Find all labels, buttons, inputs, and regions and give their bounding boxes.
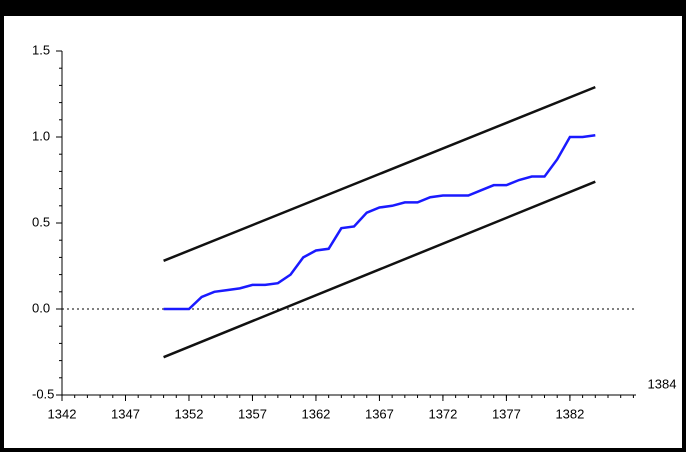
frame bbox=[0, 12, 686, 452]
x-tick-label: 1357 bbox=[238, 406, 267, 421]
x-tick-label: 1377 bbox=[492, 406, 521, 421]
x-tick-label: 1382 bbox=[555, 406, 584, 421]
series-line bbox=[163, 180, 596, 359]
x-tick-label: 1342 bbox=[48, 406, 77, 421]
y-tick-label: 1.5 bbox=[32, 42, 50, 57]
x-tick-label: 1347 bbox=[111, 406, 140, 421]
y-tick-label: 0.0 bbox=[32, 300, 50, 315]
x-tick-label: 1362 bbox=[301, 406, 330, 421]
y-tick-label: 1.0 bbox=[32, 128, 50, 143]
series-line bbox=[163, 134, 596, 311]
x-tick-label: 1372 bbox=[428, 406, 457, 421]
x-axis-label: 1384 bbox=[648, 376, 677, 391]
y-tick-label: 0.5 bbox=[32, 214, 50, 229]
top-band bbox=[0, 0, 686, 14]
series-line bbox=[163, 85, 596, 262]
y-tick-label: -0.5 bbox=[32, 386, 54, 401]
plot: -0.5 0.0 0.5 1.0 1.5 1342 1347 1352 1357 1362 1367… bbox=[32, 42, 676, 421]
x-tick-label: 1352 bbox=[175, 406, 204, 421]
x-tick-label: 1367 bbox=[365, 406, 394, 421]
